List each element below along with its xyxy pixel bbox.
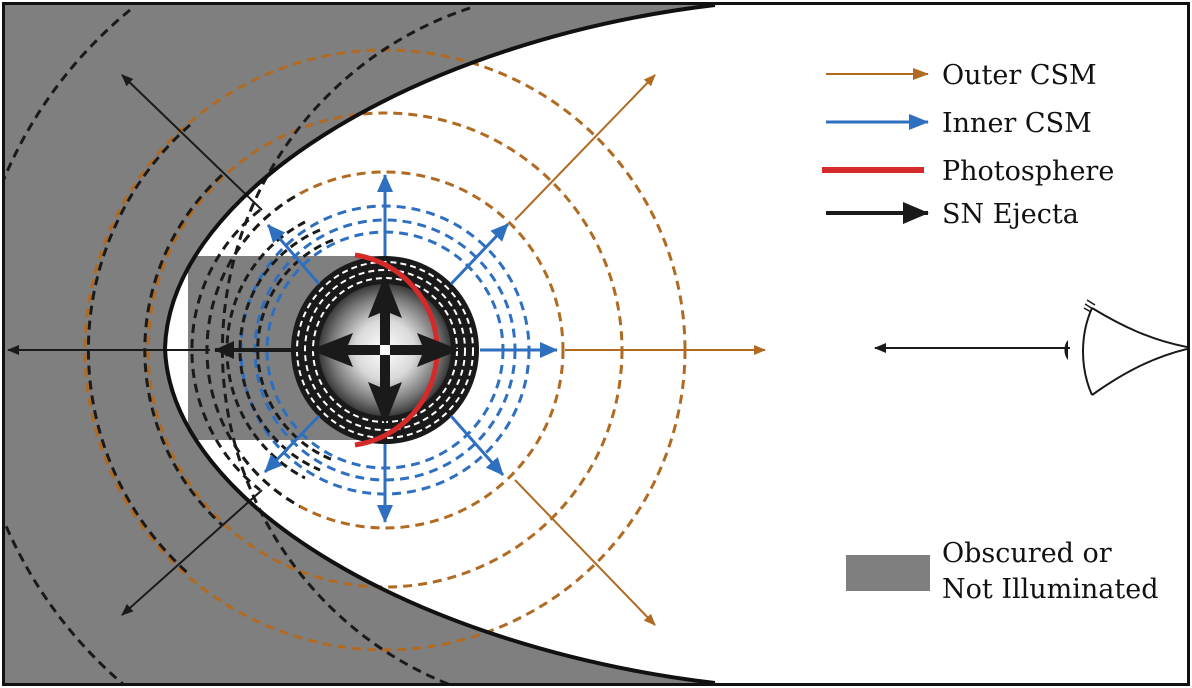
eye-icon xyxy=(1064,299,1187,396)
core-ejecta-arrows xyxy=(310,275,460,425)
ejecta-arrow xyxy=(121,489,263,616)
dark-shell-arc xyxy=(190,208,261,492)
legend: Outer CSM Inner CSM Photosphere SN Eject… xyxy=(822,60,1158,605)
ejecta-glow xyxy=(319,284,451,416)
inner-csm-arrow xyxy=(449,415,505,476)
outer-csm-arrow xyxy=(514,74,656,221)
legend-obscured-line2: Not Illuminated xyxy=(942,574,1158,605)
illumination-boundary xyxy=(162,5,716,683)
obscured-region xyxy=(5,5,715,683)
outer-csm-arrow xyxy=(514,479,656,626)
legend-outer-csm-label: Outer CSM xyxy=(942,60,1097,91)
dark-inner-arc xyxy=(238,228,321,472)
legend-photosphere-label: Photosphere xyxy=(942,156,1114,187)
ejecta-arrow xyxy=(121,74,263,211)
legend-obscured-swatch xyxy=(846,555,930,591)
ejecta-arrows xyxy=(7,74,300,616)
outer-csm-arrows xyxy=(514,74,766,626)
legend-obscured-line1: Obscured or xyxy=(942,538,1112,569)
inner-csm-arrows xyxy=(263,174,558,523)
inner-csm-arrow xyxy=(449,222,510,286)
inner-csm-arrow xyxy=(263,414,321,474)
legend-sn-ejecta-label: SN Ejecta xyxy=(942,199,1079,230)
inner-csm-arrow xyxy=(266,224,321,285)
dark-shell-arc xyxy=(86,123,191,577)
legend-inner-csm-label: Inner CSM xyxy=(942,108,1092,139)
